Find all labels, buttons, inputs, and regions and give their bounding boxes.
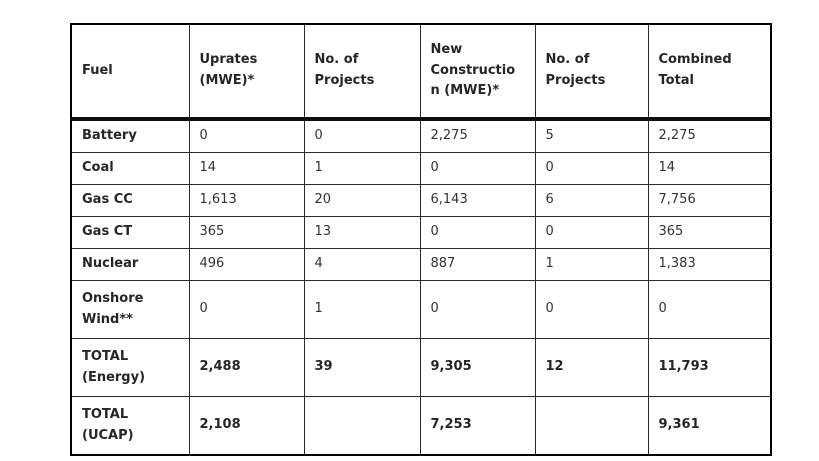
new-construction-mwe-cell: 7,253: [419, 396, 536, 456]
uprates-projects-cell: 1: [303, 152, 421, 185]
combined-total-cell: 2,275: [647, 118, 772, 153]
column-header-uprates-mwe: Uprates (MWE)*: [188, 23, 305, 121]
new-construction-projects-cell: 1: [534, 248, 649, 281]
fuel-cell: Battery: [70, 118, 190, 153]
uprates-projects-cell: 20: [303, 184, 421, 217]
fuel-cell: Onshore Wind**: [70, 280, 190, 339]
new-construction-projects-cell: 0: [534, 216, 649, 249]
combined-total-cell: 365: [647, 216, 772, 249]
combined-total-cell: 14: [647, 152, 772, 185]
fuel-cell: Nuclear: [70, 248, 190, 281]
column-header-fuel: Fuel: [70, 23, 190, 121]
uprates-projects-cell: 39: [303, 338, 421, 397]
uprates-projects-cell: 4: [303, 248, 421, 281]
table-row-battery: Battery 0 0 2,275 5 2,275: [70, 118, 772, 153]
column-header-combined-total: Combined Total: [647, 23, 772, 121]
new-construction-projects-cell: [534, 396, 649, 456]
uprates-mwe-cell: 14: [188, 152, 305, 185]
header-row: Fuel Uprates (MWE)* No. of Projects New …: [70, 23, 772, 121]
new-construction-projects-cell: 0: [534, 280, 649, 339]
new-construction-projects-cell: 6: [534, 184, 649, 217]
fuel-cell: TOTAL (Energy): [70, 338, 190, 397]
column-header-new-construction-projects: No. of Projects: [534, 23, 649, 121]
combined-total-cell: 7,756: [647, 184, 772, 217]
table-row-gas-ct: Gas CT 365 13 0 0 365: [70, 216, 772, 249]
uprates-mwe-cell: 365: [188, 216, 305, 249]
new-construction-mwe-cell: 0: [419, 152, 536, 185]
new-construction-projects-cell: 5: [534, 118, 649, 153]
uprates-mwe-cell: 0: [188, 118, 305, 153]
table-row-gas-cc: Gas CC 1,613 20 6,143 6 7,756: [70, 184, 772, 217]
uprates-projects-cell: 13: [303, 216, 421, 249]
column-header-new-construction-mwe: New Constructio n (MWE)*: [419, 23, 536, 121]
table-row-total-ucap: TOTAL (UCAP) 2,108 7,253 9,361: [70, 396, 772, 456]
new-construction-mwe-cell: 9,305: [419, 338, 536, 397]
combined-total-cell: 9,361: [647, 396, 772, 456]
combined-total-cell: 0: [647, 280, 772, 339]
new-construction-projects-cell: 12: [534, 338, 649, 397]
new-construction-projects-cell: 0: [534, 152, 649, 185]
uprates-mwe-cell: 496: [188, 248, 305, 281]
new-construction-mwe-cell: 0: [419, 280, 536, 339]
fuel-cell: Coal: [70, 152, 190, 185]
fuel-capacity-table: Fuel Uprates (MWE)* No. of Projects New …: [70, 23, 772, 456]
combined-total-cell: 1,383: [647, 248, 772, 281]
uprates-projects-cell: 1: [303, 280, 421, 339]
new-construction-mwe-cell: 6,143: [419, 184, 536, 217]
uprates-mwe-cell: 0: [188, 280, 305, 339]
uprates-projects-cell: 0: [303, 118, 421, 153]
uprates-projects-cell: [303, 396, 421, 456]
column-header-uprates-projects: No. of Projects: [303, 23, 421, 121]
fuel-cell: TOTAL (UCAP): [70, 396, 190, 456]
fuel-cell: Gas CT: [70, 216, 190, 249]
new-construction-mwe-cell: 0: [419, 216, 536, 249]
uprates-mwe-cell: 2,108: [188, 396, 305, 456]
table-row-onshore-wind: Onshore Wind** 0 1 0 0 0: [70, 280, 772, 339]
new-construction-mwe-cell: 2,275: [419, 118, 536, 153]
combined-total-cell: 11,793: [647, 338, 772, 397]
new-construction-mwe-cell: 887: [419, 248, 536, 281]
table-row-coal: Coal 14 1 0 0 14: [70, 152, 772, 185]
table-row-nuclear: Nuclear 496 4 887 1 1,383: [70, 248, 772, 281]
fuel-cell: Gas CC: [70, 184, 190, 217]
uprates-mwe-cell: 2,488: [188, 338, 305, 397]
uprates-mwe-cell: 1,613: [188, 184, 305, 217]
table-row-total-energy: TOTAL (Energy) 2,488 39 9,305 12 11,793: [70, 338, 772, 397]
